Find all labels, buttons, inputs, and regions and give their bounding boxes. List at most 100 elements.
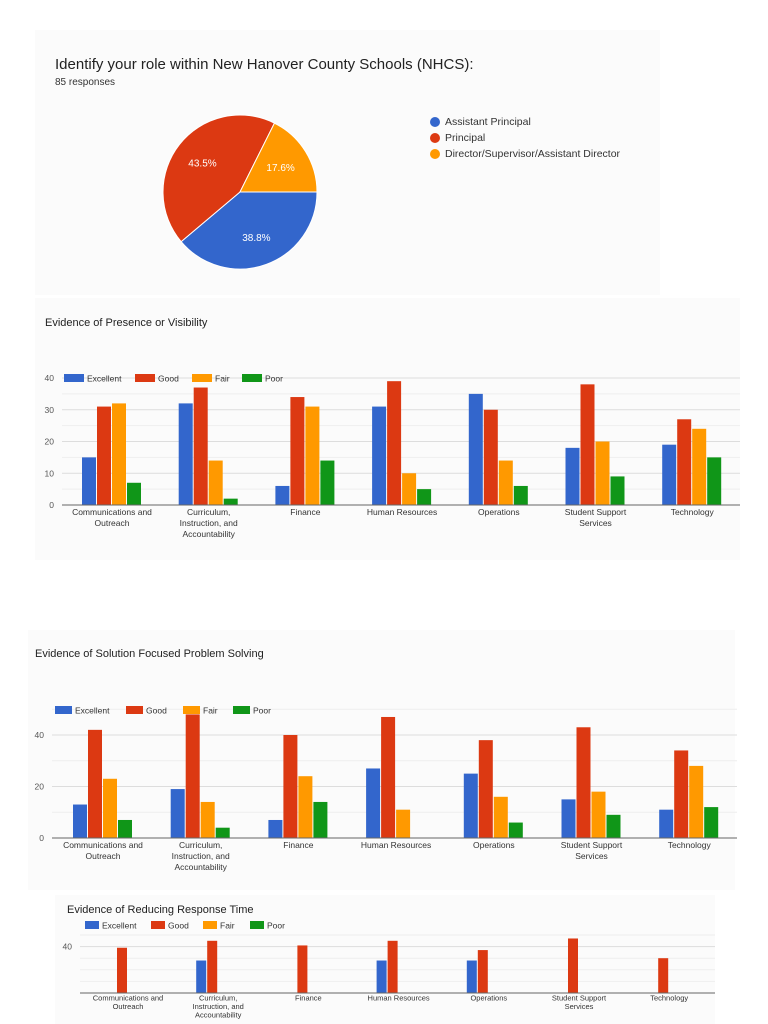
bar-fair <box>595 441 610 505</box>
bar-fair <box>498 460 513 505</box>
bar-good <box>193 387 208 505</box>
bar-good <box>568 938 578 993</box>
bar-good <box>674 750 689 838</box>
bar-good <box>387 940 398 993</box>
x-category-label: Human Resources <box>361 840 431 850</box>
pie-slice-0 <box>180 191 318 270</box>
x-category-label: Instruction, and <box>180 518 238 528</box>
bar-good <box>117 947 127 993</box>
bar-poor <box>223 498 238 505</box>
bar-excellent <box>561 799 576 838</box>
bar-fair <box>298 776 313 838</box>
bar-good <box>207 940 218 993</box>
x-category-label: Curriculum, <box>179 840 222 850</box>
bar-good <box>185 714 200 838</box>
bar-poor <box>417 489 432 505</box>
x-category-label: Communications and <box>72 507 152 517</box>
legend-label: Director/Supervisor/Assistant Director <box>445 148 621 160</box>
bar-good <box>477 950 488 993</box>
bar-good <box>290 397 305 505</box>
bar-excellent <box>662 444 677 505</box>
x-category-label: Operations <box>470 994 507 1003</box>
bar-poor <box>127 482 141 505</box>
bar-fair <box>396 809 411 838</box>
legend-swatch-excellent <box>64 374 84 382</box>
bar-poor <box>118 819 132 838</box>
bar-good <box>478 740 493 838</box>
pie-slice-label: 17.6% <box>266 163 294 174</box>
bar-excellent <box>196 960 207 993</box>
y-tick-label: 10 <box>45 468 55 478</box>
legend-item-director[interactable]: Director/Supervisor/Assistant Director <box>430 146 620 162</box>
legend-label-good: Good <box>146 706 167 716</box>
y-tick-label: 20 <box>45 437 55 447</box>
y-tick-label: 40 <box>45 373 55 383</box>
bar-excellent <box>565 447 580 505</box>
x-category-label: Technology <box>650 994 688 1003</box>
x-category-label: Accountability <box>182 529 235 539</box>
y-tick-label: 40 <box>63 942 73 952</box>
bar-good <box>576 727 591 838</box>
bar-good <box>387 381 402 505</box>
bar-poor <box>215 827 230 838</box>
bar-fair <box>103 778 117 838</box>
response-count: 85 responses <box>55 77 116 88</box>
y-tick-label: 20 <box>35 782 45 792</box>
problem-solving-chart-title: Evidence of Solution Focused Problem Sol… <box>35 648 264 660</box>
bar-excellent <box>659 809 674 838</box>
legend-swatch-good <box>151 921 165 929</box>
x-category-label: Communications and <box>63 840 143 850</box>
bar-excellent <box>178 403 193 505</box>
bar-good <box>297 945 308 993</box>
x-category-label: Outreach <box>113 1002 144 1011</box>
legend-swatch-poor <box>233 706 250 714</box>
x-category-label: Human Resources <box>368 994 430 1003</box>
bar-excellent <box>376 960 387 993</box>
bar-good <box>658 958 669 993</box>
legend-item-assistant-principal[interactable]: Assistant Principal <box>430 114 620 130</box>
bar-good <box>483 409 498 505</box>
x-category-label: Human Resources <box>367 507 437 517</box>
legend-label-poor: Poor <box>267 921 285 931</box>
bar-excellent <box>73 804 87 838</box>
legend-label-excellent: Excellent <box>102 921 137 931</box>
bar-poor <box>606 814 621 838</box>
bar-fair <box>689 765 704 838</box>
y-tick-label: 40 <box>35 730 45 740</box>
pie-chart-card <box>35 30 660 295</box>
x-category-label: Instruction, and <box>193 1002 244 1011</box>
x-category-label: Student Support <box>561 840 623 850</box>
bar-poor <box>320 460 335 505</box>
legend-label-good: Good <box>158 374 179 384</box>
x-category-label: Instruction, and <box>172 851 230 861</box>
bar-poor <box>707 457 722 505</box>
legend-label-poor: Poor <box>253 706 271 716</box>
bar-fair <box>402 473 417 505</box>
bar-excellent <box>468 393 483 505</box>
bar-fair <box>305 406 320 505</box>
bar-good <box>677 419 692 505</box>
legend-label-fair: Fair <box>220 921 235 931</box>
legend-swatch-poor <box>250 921 264 929</box>
x-category-label: Student Support <box>552 994 607 1003</box>
pie-legend: Assistant Principal Principal Director/S… <box>430 114 620 162</box>
x-category-label: Communications and <box>93 994 163 1003</box>
legend-swatch <box>430 117 440 127</box>
pie-slice-2 <box>239 122 318 193</box>
bar-fair <box>493 796 508 838</box>
legend-swatch-poor <box>242 374 262 382</box>
bar-excellent <box>372 406 387 505</box>
x-category-label: Accountability <box>174 862 227 872</box>
legend-swatch-good <box>135 374 155 382</box>
bar-excellent <box>275 485 290 505</box>
x-category-label: Finance <box>295 994 322 1003</box>
legend-swatch <box>430 149 440 159</box>
y-tick-label: 0 <box>49 500 54 510</box>
pie-slice-label: 43.5% <box>188 158 216 169</box>
legend-item-principal[interactable]: Principal <box>430 130 620 146</box>
x-category-label: Accountability <box>195 1011 242 1020</box>
legend-swatch-fair <box>183 706 200 714</box>
bar-poor <box>610 476 625 505</box>
x-category-label: Finance <box>290 507 321 517</box>
bar-poor <box>513 485 528 505</box>
